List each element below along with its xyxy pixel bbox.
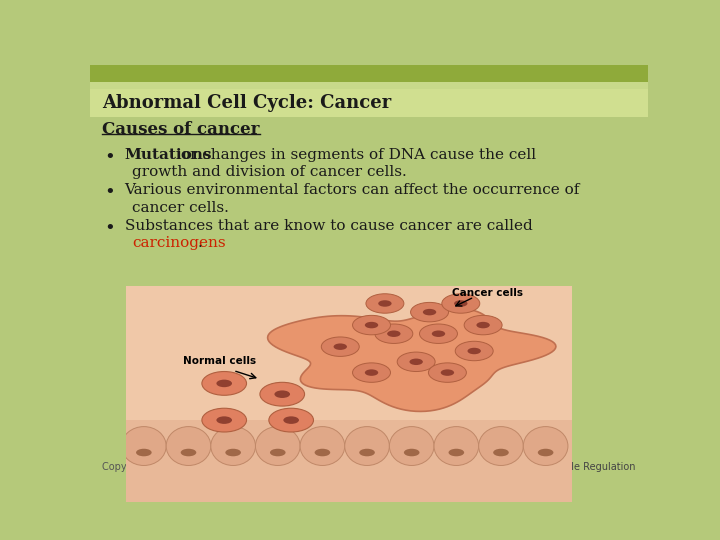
Ellipse shape — [181, 449, 197, 456]
Ellipse shape — [274, 390, 290, 398]
Ellipse shape — [493, 449, 509, 456]
Text: Substances that are know to cause cancer are called: Substances that are know to cause cancer… — [125, 219, 532, 233]
FancyBboxPatch shape — [90, 82, 648, 89]
Ellipse shape — [366, 294, 404, 313]
Ellipse shape — [284, 416, 299, 424]
Text: Normal cells: Normal cells — [183, 356, 256, 366]
Ellipse shape — [202, 408, 246, 432]
Ellipse shape — [300, 427, 345, 465]
Ellipse shape — [375, 324, 413, 343]
Ellipse shape — [420, 324, 457, 343]
Ellipse shape — [455, 341, 493, 361]
Ellipse shape — [523, 427, 568, 465]
Text: Cancer cells: Cancer cells — [452, 288, 523, 299]
Ellipse shape — [467, 348, 481, 354]
Ellipse shape — [345, 427, 390, 465]
Ellipse shape — [397, 352, 435, 372]
Ellipse shape — [211, 427, 256, 465]
Ellipse shape — [225, 449, 241, 456]
Ellipse shape — [387, 330, 400, 337]
Text: •: • — [104, 148, 114, 166]
Ellipse shape — [365, 322, 378, 328]
Ellipse shape — [270, 449, 286, 456]
Ellipse shape — [479, 427, 523, 465]
Ellipse shape — [333, 343, 347, 350]
Ellipse shape — [434, 427, 479, 465]
Ellipse shape — [378, 300, 392, 307]
Ellipse shape — [365, 369, 378, 376]
Text: Cell Cycle Regulation: Cell Cycle Regulation — [532, 462, 636, 472]
Ellipse shape — [217, 380, 232, 387]
Text: Copyright © McGraw-Hill Education: Copyright © McGraw-Hill Education — [102, 462, 276, 472]
Ellipse shape — [464, 315, 502, 335]
Ellipse shape — [256, 427, 300, 465]
Ellipse shape — [432, 330, 445, 337]
Ellipse shape — [136, 449, 152, 456]
Text: Abnormal Cell Cycle: Cancer: Abnormal Cell Cycle: Cancer — [102, 93, 392, 112]
Ellipse shape — [442, 294, 480, 313]
Ellipse shape — [428, 363, 467, 382]
FancyBboxPatch shape — [90, 89, 648, 117]
Text: Mutations: Mutations — [125, 148, 212, 162]
Bar — [126, 420, 572, 502]
Text: growth and division of cancer cells.: growth and division of cancer cells. — [132, 165, 407, 179]
Text: Various environmental factors can affect the occurrence of: Various environmental factors can affect… — [125, 183, 580, 197]
Ellipse shape — [260, 382, 305, 406]
Ellipse shape — [423, 309, 436, 315]
Text: or changes in segments of DNA cause the cell: or changes in segments of DNA cause the … — [176, 148, 536, 162]
Text: carcinogens: carcinogens — [132, 236, 225, 250]
FancyBboxPatch shape — [90, 65, 648, 82]
Ellipse shape — [477, 322, 490, 328]
Ellipse shape — [269, 408, 313, 432]
Ellipse shape — [404, 449, 420, 456]
Ellipse shape — [353, 363, 390, 382]
Ellipse shape — [449, 449, 464, 456]
Ellipse shape — [359, 449, 375, 456]
Ellipse shape — [441, 369, 454, 376]
Ellipse shape — [315, 449, 330, 456]
Ellipse shape — [454, 300, 467, 307]
Ellipse shape — [217, 416, 232, 424]
Text: •: • — [104, 183, 114, 201]
Ellipse shape — [166, 427, 211, 465]
Text: cancer cells.: cancer cells. — [132, 201, 229, 215]
Ellipse shape — [410, 302, 449, 322]
Ellipse shape — [390, 427, 434, 465]
Ellipse shape — [353, 315, 390, 335]
Polygon shape — [268, 309, 556, 411]
Ellipse shape — [321, 337, 359, 356]
Ellipse shape — [202, 372, 246, 395]
Ellipse shape — [122, 427, 166, 465]
Ellipse shape — [410, 359, 423, 365]
Ellipse shape — [538, 449, 554, 456]
Text: •: • — [104, 219, 114, 237]
Text: .: . — [198, 236, 202, 250]
Text: Causes of cancer: Causes of cancer — [102, 121, 260, 138]
